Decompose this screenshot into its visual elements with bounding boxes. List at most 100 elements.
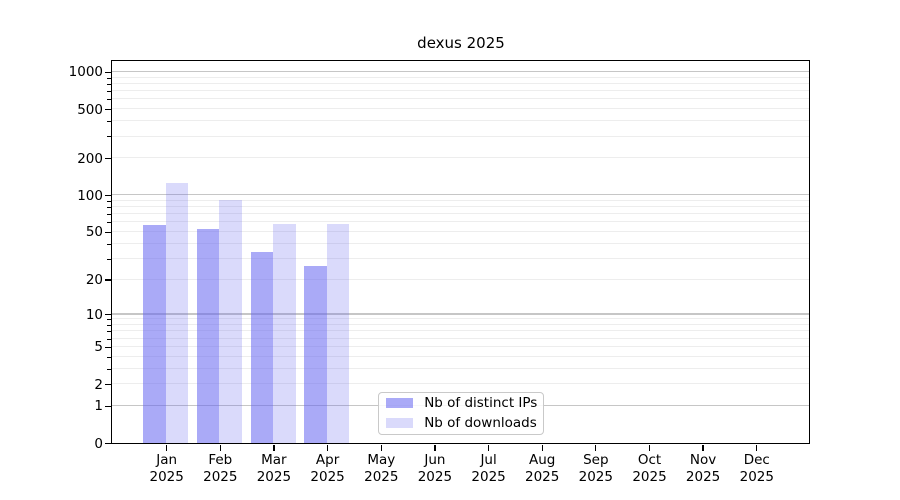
gridline-minor: [112, 221, 810, 223]
y-tick-label: 5: [94, 339, 103, 356]
gridline-minor: [112, 257, 810, 259]
x-tick-month: Dec: [743, 452, 770, 468]
x-tick: [166, 445, 168, 452]
gridline-major: [112, 70, 810, 73]
x-tick-label-aug: Aug 2025: [512, 452, 572, 485]
y-minor-tick: [107, 206, 112, 208]
x-tick-month: Aug: [529, 452, 556, 468]
x-tick-year: 2025: [417, 468, 453, 485]
x-tick: [648, 445, 651, 452]
y-tick-label: 1: [94, 398, 103, 415]
gridline-minor: [112, 135, 810, 137]
gridline-major: [112, 313, 810, 315]
y-minor-tick: [107, 368, 112, 370]
y-tick-label: 200: [77, 150, 103, 167]
y-minor-tick: [107, 83, 112, 85]
x-tick-month: Sep: [583, 452, 609, 468]
x-tick: [595, 445, 597, 452]
x-tick-month: Feb: [208, 452, 233, 468]
x-tick: [326, 445, 329, 452]
y-minor-tick: [107, 77, 112, 79]
gridline-minor: [112, 108, 810, 110]
y-minor-tick: [107, 121, 112, 122]
x-tick-label-sep: Sep 2025: [566, 452, 626, 485]
x-tick-year: 2025: [149, 468, 184, 485]
x-tick-year: 2025: [471, 468, 506, 485]
gridline-minor: [112, 98, 810, 100]
x-tick-label-nov: Nov 2025: [673, 452, 733, 485]
y-tick-label: 500: [77, 101, 103, 118]
gridline-minor: [112, 82, 810, 84]
legend: Nb of distinct IPs Nb of downloads: [378, 391, 545, 435]
y-minor-tick: [107, 356, 112, 358]
x-tick-label-jul: Jul 2025: [459, 452, 519, 485]
gridline-minor: [112, 318, 810, 320]
y-minor-tick: [107, 243, 112, 245]
bar-nb-of-downloads-apr: [326, 223, 350, 443]
x-tick-label-jun: Jun 2025: [405, 452, 465, 485]
gridline-minor: [112, 157, 810, 159]
x-tick-month: Jun: [424, 452, 446, 468]
x-tick-label-feb: Feb 2025: [190, 452, 250, 485]
x-tick-label-may: May 2025: [351, 452, 411, 485]
y-minor-tick: [107, 319, 112, 321]
y-minor-tick: [107, 325, 112, 326]
x-tick: [219, 445, 221, 452]
x-tick-label-oct: Oct 2025: [620, 452, 680, 485]
x-tick-year: 2025: [364, 468, 399, 485]
legend-item: Nb of downloads: [386, 413, 543, 433]
x-tick-month: Jul: [480, 452, 497, 468]
plot-area: Nb of distinct IPs Nb of downloads: [111, 60, 811, 444]
x-tick-year: 2025: [256, 468, 292, 485]
y-minor-tick: [107, 331, 112, 333]
y-tick-label: 10: [85, 306, 103, 323]
gridline-minor: [112, 199, 810, 201]
y-minor-tick: [107, 258, 112, 260]
x-tick-month: May: [367, 452, 396, 468]
gridline-minor: [112, 278, 810, 280]
bars-layer: [112, 61, 809, 443]
gridline-minor: [112, 206, 810, 208]
y-tick: [104, 108, 112, 111]
y-minor-tick: [107, 214, 112, 215]
x-tick: [702, 445, 704, 452]
y-tick: [104, 442, 112, 445]
y-minor-tick: [107, 338, 112, 340]
y-tick: [104, 279, 112, 281]
legend-item: Nb of distinct IPs: [386, 393, 543, 413]
x-tick-year: 2025: [632, 468, 667, 485]
gridline-minor: [112, 213, 810, 215]
legend-swatch: [386, 418, 414, 429]
y-minor-tick: [107, 200, 112, 202]
legend-swatch: [386, 398, 414, 409]
gridline-minor: [112, 242, 810, 244]
bar-nb-of-distinct-ips-feb: [196, 229, 220, 443]
y-minor-tick: [107, 222, 112, 224]
grid-layer: [112, 61, 810, 443]
bar-nb-of-distinct-ips-apr: [304, 265, 327, 443]
gridline-minor: [112, 345, 810, 347]
y-tick: [104, 194, 112, 197]
y-tick-label: 1000: [68, 64, 103, 81]
y-tick-label: 100: [77, 187, 103, 204]
y-minor-tick: [107, 99, 112, 101]
y-minor-tick: [107, 136, 112, 138]
gridline-minor: [112, 330, 810, 332]
y-tick: [104, 383, 112, 386]
y-tick-label: 0: [94, 435, 103, 452]
x-tick-label-dec: Dec 2025: [727, 452, 787, 485]
y-tick-label: 50: [85, 224, 103, 241]
y-tick: [104, 314, 112, 316]
x-tick-month: Apr: [315, 452, 340, 468]
x-tick-year: 2025: [685, 468, 721, 485]
legend-label: Nb of downloads: [424, 415, 537, 432]
x-tick: [756, 445, 758, 452]
x-tick-year: 2025: [203, 468, 238, 485]
x-tick-year: 2025: [578, 468, 613, 485]
gridline-minor: [112, 76, 810, 78]
x-tick-year: 2025: [310, 468, 345, 485]
bar-nb-of-downloads-mar: [273, 223, 296, 443]
x-tick-month: Nov: [689, 452, 717, 468]
bar-nb-of-downloads-jan: [165, 183, 189, 443]
